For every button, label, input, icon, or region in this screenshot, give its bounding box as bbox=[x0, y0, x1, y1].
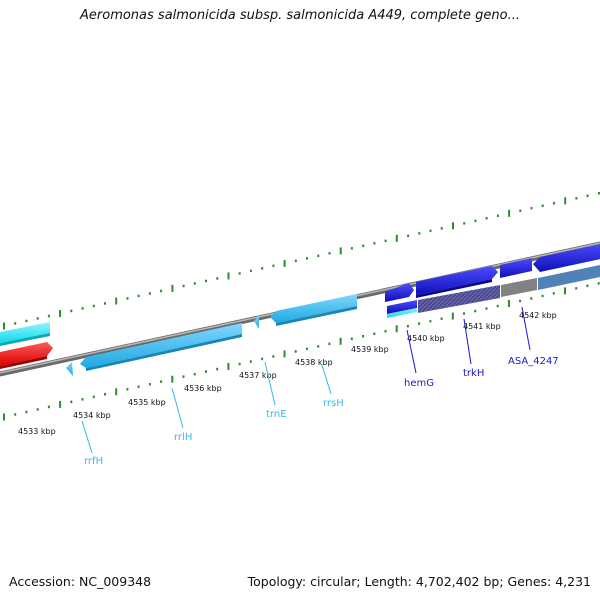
gene-feature-steel-right[interactable] bbox=[538, 264, 600, 290]
lower-scale-ticks bbox=[3, 282, 600, 421]
gene-feature-ASA_4247[interactable] bbox=[501, 278, 537, 297]
upper-scale-ticks bbox=[3, 192, 600, 330]
genome-summary-text: Topology: circular; Length: 4,702,402 bp… bbox=[247, 574, 591, 589]
genome-title: Aeromonas salmonicida subsp. salmonicida… bbox=[80, 8, 520, 23]
gene-label-rrfH[interactable]: rrfH bbox=[84, 456, 103, 467]
gene-label-rrlH[interactable]: rrlH bbox=[174, 432, 192, 443]
tick-label-4534: 4534 kbp bbox=[73, 411, 111, 420]
gene-feature-rrlH[interactable] bbox=[80, 323, 242, 371]
tick-label-4538: 4538 kbp bbox=[295, 358, 333, 367]
gene-label-ASA_4247[interactable]: ASA_4247 bbox=[508, 356, 559, 367]
gene-feature-rrfH-arrow[interactable] bbox=[66, 362, 73, 376]
gene-label-leaders bbox=[81, 306, 531, 454]
gene-label-rrsH[interactable]: rrsH bbox=[323, 398, 344, 409]
gene-feature-rrsH[interactable] bbox=[270, 294, 357, 326]
tick-label-4535: 4535 kbp bbox=[128, 398, 166, 407]
tick-label-4542: 4542 kbp bbox=[519, 311, 557, 320]
tick-label-4541: 4541 kbp bbox=[463, 322, 501, 331]
gene-feature-upper-3[interactable] bbox=[500, 258, 532, 278]
gene-feature-trkH[interactable] bbox=[418, 285, 500, 313]
tick-label-4540: 4540 kbp bbox=[407, 334, 445, 343]
gene-feature-upper-1[interactable] bbox=[385, 283, 414, 302]
gene-feature-trnE[interactable] bbox=[254, 315, 259, 329]
tick-label-4536: 4536 kbp bbox=[184, 384, 222, 393]
scale-tick-labels: 4533 kbp 4534 kbp 4535 kbp 4536 kbp 4537… bbox=[18, 311, 557, 436]
gene-labels: rrfH rrlH trnE rrsH hemG trkH ASA_4247 bbox=[84, 356, 559, 467]
tick-label-4537: 4537 kbp bbox=[239, 371, 277, 380]
gene-feature-hemG[interactable] bbox=[387, 300, 417, 318]
tick-label-4533: 4533 kbp bbox=[18, 427, 56, 436]
gene-feature-red-left[interactable] bbox=[0, 342, 53, 369]
gene-feature-upper-4[interactable] bbox=[533, 243, 600, 272]
gene-label-trnE[interactable]: trnE bbox=[266, 409, 287, 420]
gene-feature-upper-2[interactable] bbox=[416, 266, 498, 298]
gene-feature-cyan-left[interactable] bbox=[0, 322, 50, 346]
accession-text: Accession: NC_009348 bbox=[9, 574, 152, 589]
gene-label-hemG[interactable]: hemG bbox=[404, 378, 434, 389]
gene-label-trkH[interactable]: trkH bbox=[463, 368, 484, 379]
tick-label-4539: 4539 kbp bbox=[351, 345, 389, 354]
